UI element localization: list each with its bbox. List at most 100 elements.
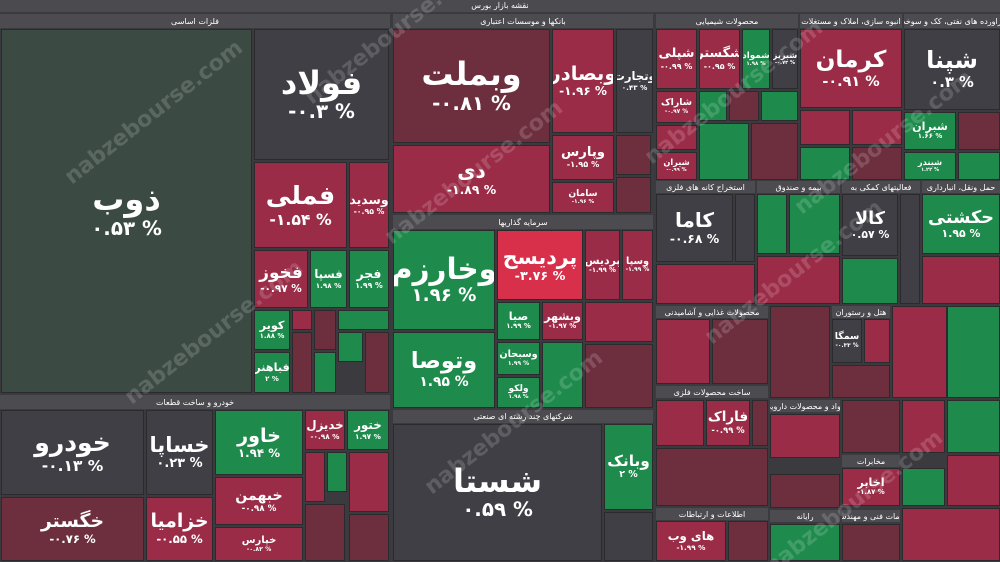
stock-change: ۱.۹۴ % [237, 445, 281, 460]
filler-tile [800, 110, 850, 145]
stock-tile: پردیس -۱.۹۹ % [585, 230, 620, 300]
stock-name: دی [457, 159, 486, 184]
filler-tile [365, 332, 389, 393]
stock-change: -۱.۹۶ % [559, 84, 607, 99]
stock-name: شمواد [742, 50, 770, 61]
filler-tile [757, 256, 840, 304]
stock-change: -۰.۹۷ % [260, 282, 302, 295]
stock-change: -۰.۹۸ % [310, 431, 340, 441]
filler-tile [656, 319, 710, 384]
filler-tile [770, 474, 840, 508]
sector-header: خودرو و ساخت قطعات [0, 395, 390, 409]
stock-change: ۱.۶۶ % [917, 132, 943, 141]
filler-tile [958, 152, 1000, 180]
filler-tile [542, 342, 583, 408]
stock-name: شبریز [772, 50, 798, 61]
stock-change: -۰.۹۸ % [241, 504, 277, 515]
filler-tile [314, 352, 336, 393]
stock-name: فسپا [314, 267, 343, 282]
stock-tile: وپارس -۱.۹۵ % [552, 135, 614, 180]
stock-change: -۱.۸۹ % [446, 182, 497, 198]
stock-change: -۰.۹۷ % [664, 109, 689, 116]
stock-tile: شبندر ۱.۲۲ % [904, 152, 956, 180]
stock-tile: شمواد ۱.۹۸ % [742, 29, 770, 89]
stock-tile: ذوب ۰.۵۳ % [1, 29, 252, 393]
stock-tile: حکشتی ۱.۹۵ % [922, 194, 1000, 254]
sector-header: فعالیتهای کمکی به [842, 181, 920, 193]
filler-tile [699, 91, 727, 121]
stock-name: فولاد [280, 63, 363, 102]
stock-tile: خودرو -۰.۱۳ % [1, 410, 144, 495]
stock-name: های وب [667, 529, 715, 544]
stock-name: وتوصا [410, 348, 478, 375]
stock-name: فباهنر [254, 361, 290, 375]
stock-name: فملی [265, 181, 336, 211]
stock-name: شپنا [926, 46, 978, 75]
filler-tile [292, 310, 312, 330]
sector-header: شرکتهای چند رشته ای صنعتی [393, 410, 653, 423]
stock-change: -۱.۹۹ % [676, 542, 706, 552]
stock-tile: وخارزم ۱.۹۶ % [393, 230, 495, 330]
stock-tile: شپلی -۰.۹۹ % [656, 29, 697, 89]
filler-tile [947, 306, 1000, 398]
stock-name: ختور [354, 418, 382, 433]
sector-header: اطلاعات و ارتباطات [656, 508, 768, 520]
filler-tile [305, 504, 345, 561]
stock-tile: شاراک -۰.۹۷ % [656, 91, 697, 123]
stock-tile: ولکو ۱.۹۸ % [497, 377, 540, 408]
stock-tile: فاراک -۰.۹۹ % [706, 400, 750, 446]
filler-tile [585, 344, 653, 408]
stock-change: ۱.۹۹ % [355, 280, 383, 290]
stock-tile: خاور ۱.۹۴ % [215, 410, 303, 475]
stock-change: ۰.۲۳ % [156, 456, 203, 472]
stock-tile: وبملت -۰.۸۱ % [393, 29, 550, 143]
stock-name: اخابر [857, 475, 885, 489]
sector-header: انبوه سازی، املاک و مستغلات [800, 14, 902, 28]
stock-name: شپلی [658, 46, 695, 62]
stock-tile: وسدید -۰.۹۵ % [349, 162, 389, 248]
filler-tile [770, 306, 830, 398]
stock-change: ۲ % [265, 374, 279, 383]
sector-header: استخراج کانه های فلزی [656, 181, 755, 193]
stock-change: ۱.۹۸ % [746, 60, 766, 67]
stock-name: کالا [855, 208, 885, 229]
sector-header: خدمات فنی و مهندسی [842, 510, 900, 522]
stock-tile: صبا ۱.۹۹ % [497, 302, 540, 340]
stock-change: ۰.۵۷ % [850, 227, 890, 241]
filler-tile [735, 194, 755, 262]
filler-tile [842, 258, 898, 304]
filler-tile [752, 400, 768, 446]
stock-change: -۰.۱۳ % [41, 456, 104, 475]
stock-tile: شستا ۰.۵۹ % [393, 424, 602, 561]
stock-name: خساپا [149, 433, 210, 457]
filler-tile [789, 194, 840, 254]
stock-tile: پردیسح -۳.۷۶ % [497, 230, 583, 300]
filler-tile [656, 400, 704, 446]
filler-tile [852, 110, 902, 145]
sector-header: رایانه [770, 510, 840, 522]
stock-change: ۰.۴۳ % [621, 82, 648, 92]
stock-tile: وتجارت۰.۴۳ % [616, 29, 653, 133]
filler-tile [751, 123, 798, 180]
stock-tile: شیران -۰.۹۹ % [656, 152, 697, 180]
filler-tile [892, 306, 947, 398]
stock-change: ۰.۳ % [930, 73, 974, 91]
stock-change: ۱.۹۵ % [941, 226, 981, 240]
stock-name: خگستر [40, 511, 105, 533]
stock-name: کرمان [815, 45, 887, 73]
filler-tile [616, 177, 651, 213]
stock-change: -۱.۹۷ % [548, 322, 577, 331]
stock-change: -۱.۹۹ % [625, 266, 650, 274]
sector-header: هتل و رستوران [832, 306, 890, 318]
stock-name: سامان [568, 189, 598, 199]
stock-name: خاور [237, 423, 281, 447]
stock-name: وسبحان [499, 349, 538, 361]
stock-tile: های وب -۱.۹۹ % [656, 521, 726, 561]
stock-change: -۰.۶۸ % [669, 231, 720, 247]
stock-tile: خساپا ۰.۲۳ % [146, 410, 213, 495]
filler-tile [757, 194, 787, 254]
stock-name: فجر [356, 266, 382, 282]
filler-tile [900, 194, 920, 304]
stock-tile: وسبحان ۱.۹۹ % [497, 342, 540, 375]
